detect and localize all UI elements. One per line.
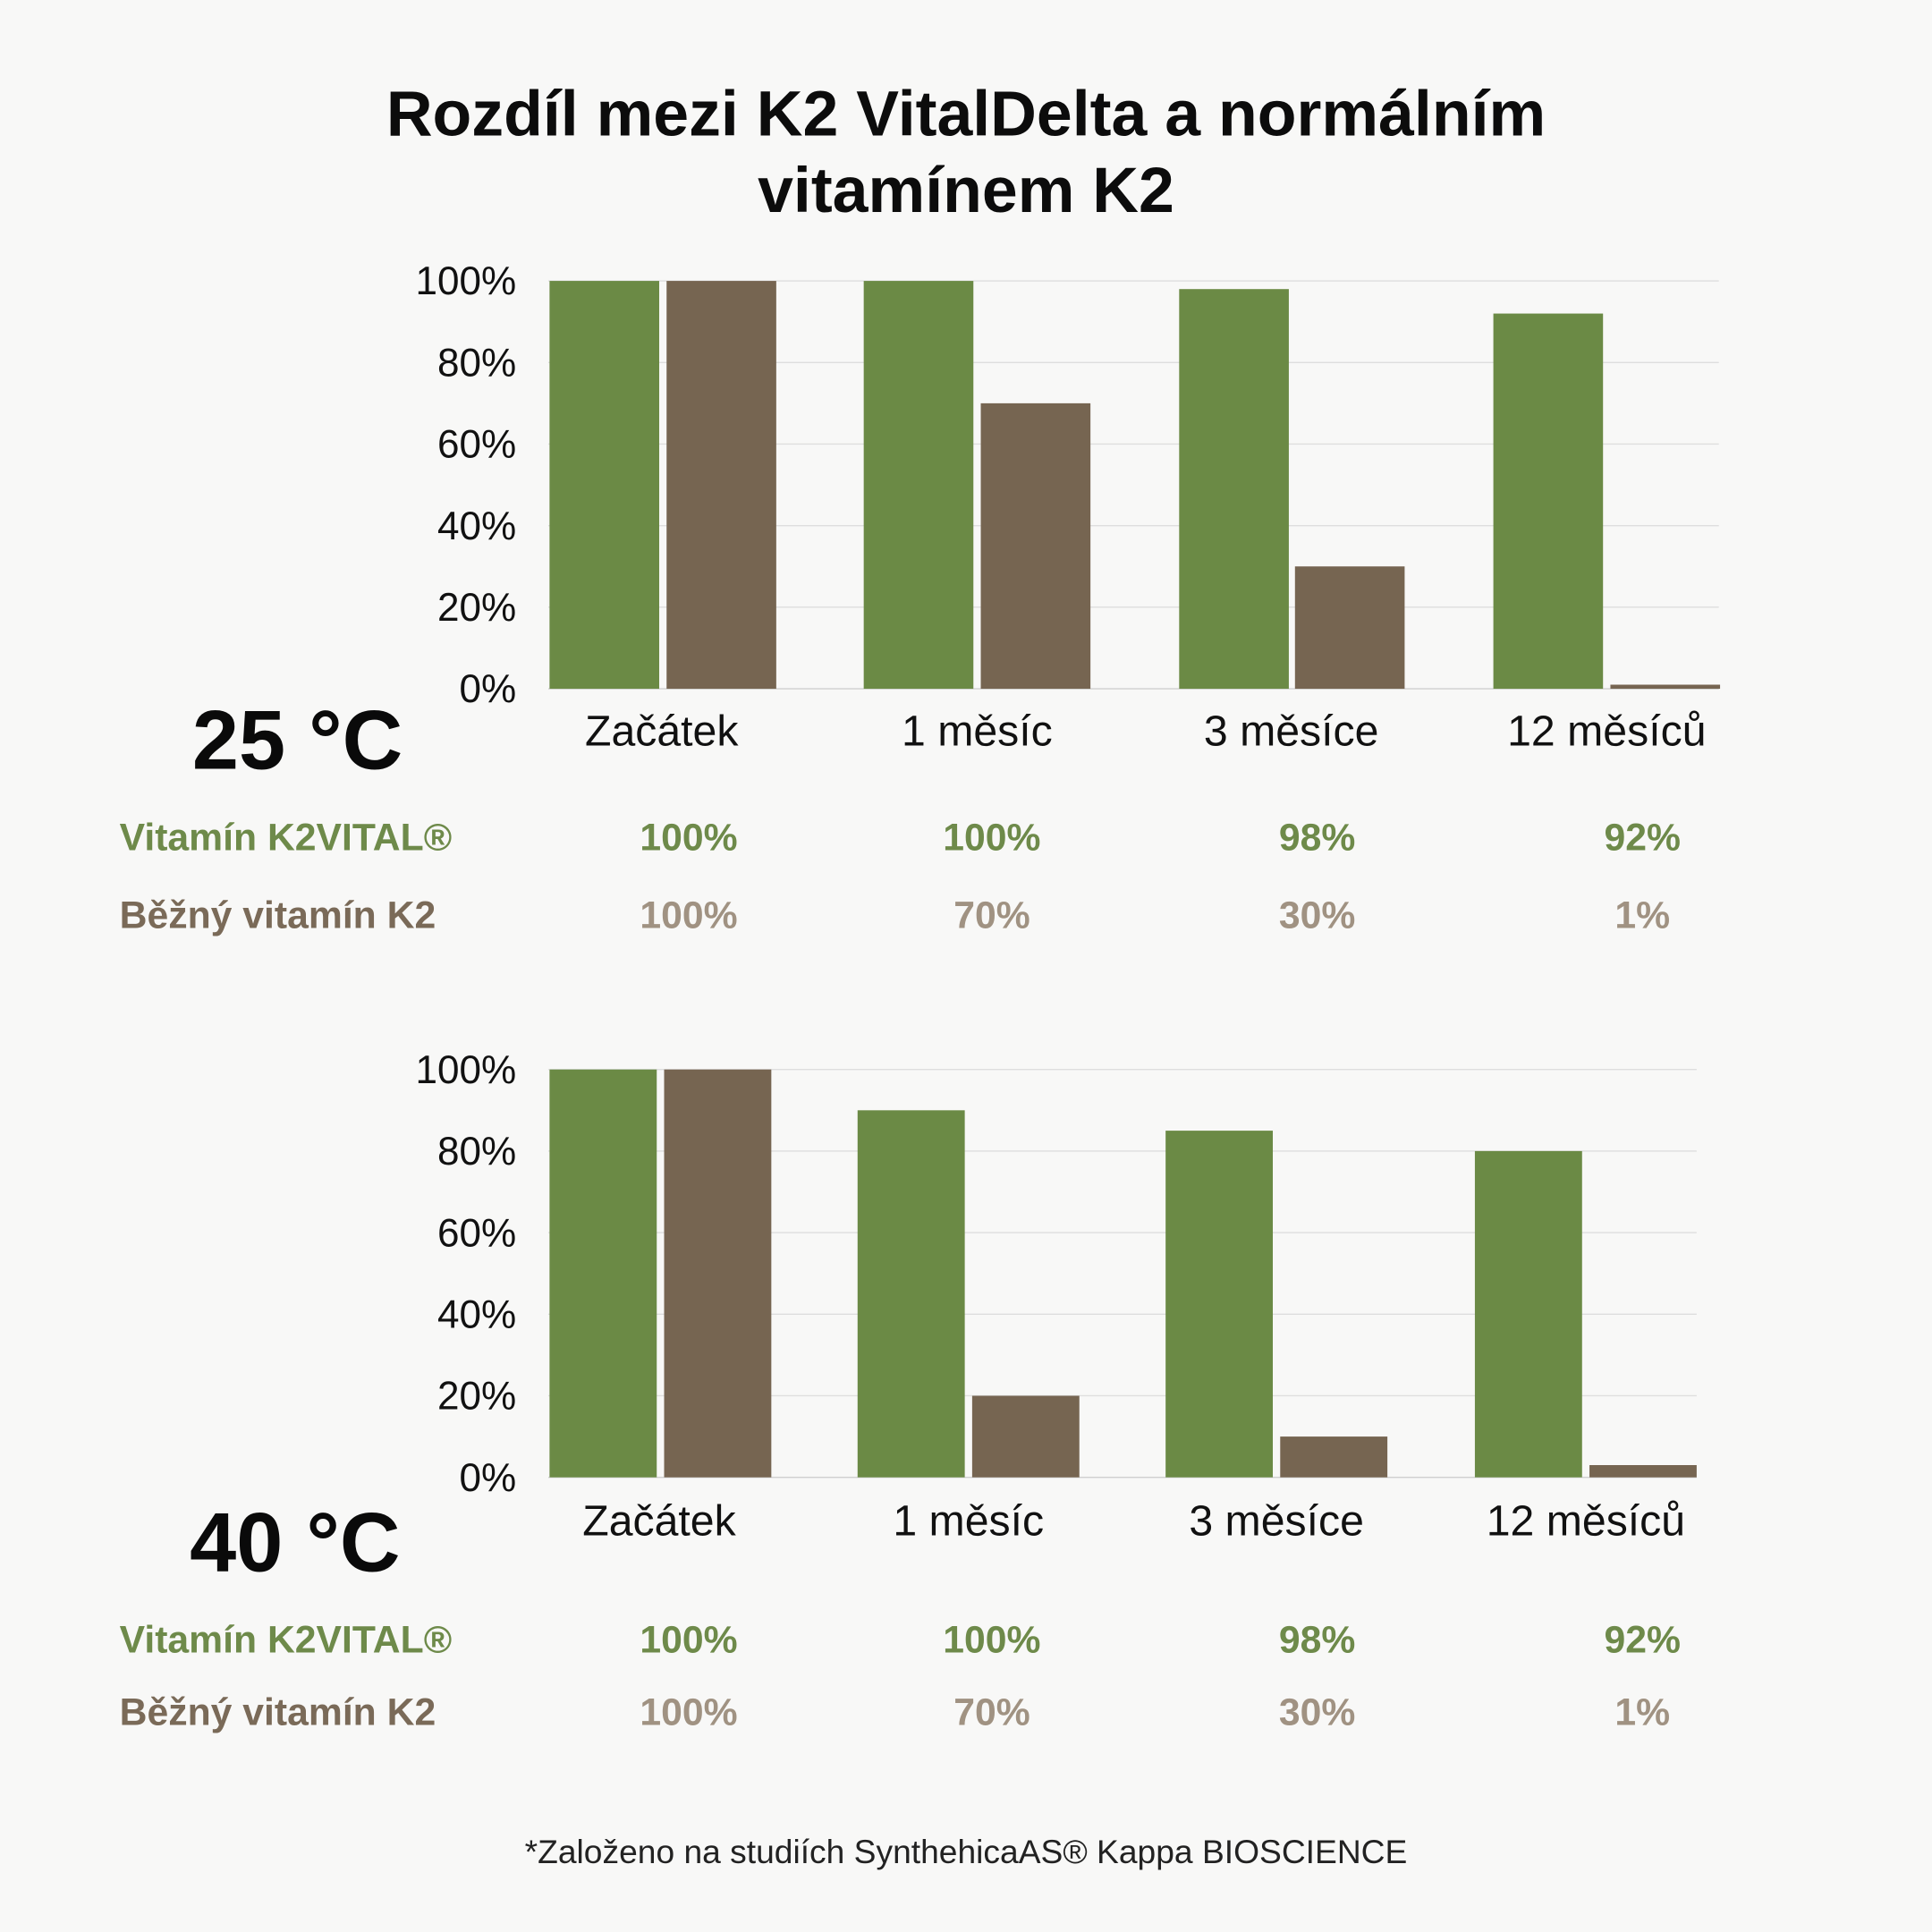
x-category-label: 3 měsíce — [1189, 1496, 1364, 1545]
row-label: Běžný vitamín K2 — [119, 1690, 436, 1734]
row-value: 100% — [640, 815, 738, 860]
row-label: Vitamín K2VITAL® — [119, 815, 453, 860]
bar-k2vital — [1179, 289, 1289, 690]
temperature-label-40: 40 °C — [190, 1496, 401, 1590]
y-tick-label: 40% — [437, 1292, 516, 1336]
bar-k2vital — [549, 1069, 657, 1478]
row-value: 30% — [1278, 1690, 1356, 1734]
x-category-label: 1 měsíc — [902, 707, 1053, 755]
row-label: Běžný vitamín K2 — [119, 893, 436, 936]
title-line-1: Rozdíl mezi K2 VitalDelta a normálním — [386, 79, 1546, 151]
footnote: *Založeno na studiích SynthehicaAS® Kapp… — [524, 1833, 1408, 1871]
bar-regular-k2 — [1280, 1436, 1388, 1478]
row-value: 100% — [943, 815, 1041, 860]
bar-k2vital — [1493, 313, 1604, 690]
y-tick-label: 20% — [437, 586, 516, 630]
bar-k2vital — [549, 281, 659, 690]
row-value: 70% — [953, 893, 1030, 936]
bar-k2vital — [1474, 1150, 1582, 1478]
y-tick-label: 20% — [437, 1375, 516, 1419]
title-line-2: vitamínem K2 — [758, 155, 1174, 227]
row-value: 30% — [1278, 893, 1356, 936]
y-tick-label: 0% — [459, 1456, 516, 1500]
bar-k2vital — [1165, 1131, 1274, 1478]
row-value: 98% — [1278, 1617, 1356, 1661]
bar-k2vital — [863, 281, 974, 690]
row-value: 1% — [1614, 1690, 1671, 1734]
page-title: Rozdíl mezi K2 VitalDelta a normálním vi… — [0, 76, 1932, 229]
row-value: 98% — [1278, 815, 1356, 860]
row-value: 100% — [640, 1690, 738, 1734]
bar-regular-k2 — [980, 402, 1091, 690]
bar-regular-k2 — [1589, 1465, 1697, 1478]
y-tick-label: 40% — [437, 504, 516, 548]
x-category-label: 3 měsíce — [1204, 707, 1379, 755]
row-value: 70% — [953, 1690, 1030, 1734]
bar-regular-k2 — [1294, 566, 1405, 690]
bar-regular-k2 — [666, 281, 776, 690]
y-tick-label: 60% — [437, 1211, 516, 1255]
y-tick-label: 80% — [437, 1130, 516, 1174]
row-value: 100% — [943, 1617, 1041, 1661]
x-category-label: Začátek — [585, 707, 739, 755]
x-category-label: 1 měsíc — [893, 1496, 1044, 1545]
bar-regular-k2 — [664, 1069, 772, 1478]
x-category-label: 12 měsíců — [1487, 1496, 1685, 1545]
row-value: 100% — [640, 893, 738, 936]
bar-k2vital — [857, 1110, 965, 1478]
row-value: 92% — [1604, 1617, 1682, 1661]
y-tick-label: 0% — [459, 667, 516, 711]
bar-regular-k2 — [1610, 684, 1721, 690]
y-tick-label: 80% — [437, 341, 516, 385]
y-tick-label: 100% — [415, 259, 516, 303]
row-value: 1% — [1614, 893, 1671, 936]
bar-regular-k2 — [971, 1395, 1080, 1478]
row-value: 92% — [1604, 815, 1682, 860]
x-category-label: 12 měsíců — [1507, 707, 1706, 755]
temperature-label-25: 25 °C — [191, 693, 403, 788]
y-tick-label: 100% — [415, 1048, 516, 1092]
y-tick-label: 60% — [437, 423, 516, 467]
row-value: 100% — [640, 1617, 738, 1661]
x-category-label: Začátek — [582, 1496, 736, 1545]
row-label: Vitamín K2VITAL® — [119, 1617, 453, 1661]
